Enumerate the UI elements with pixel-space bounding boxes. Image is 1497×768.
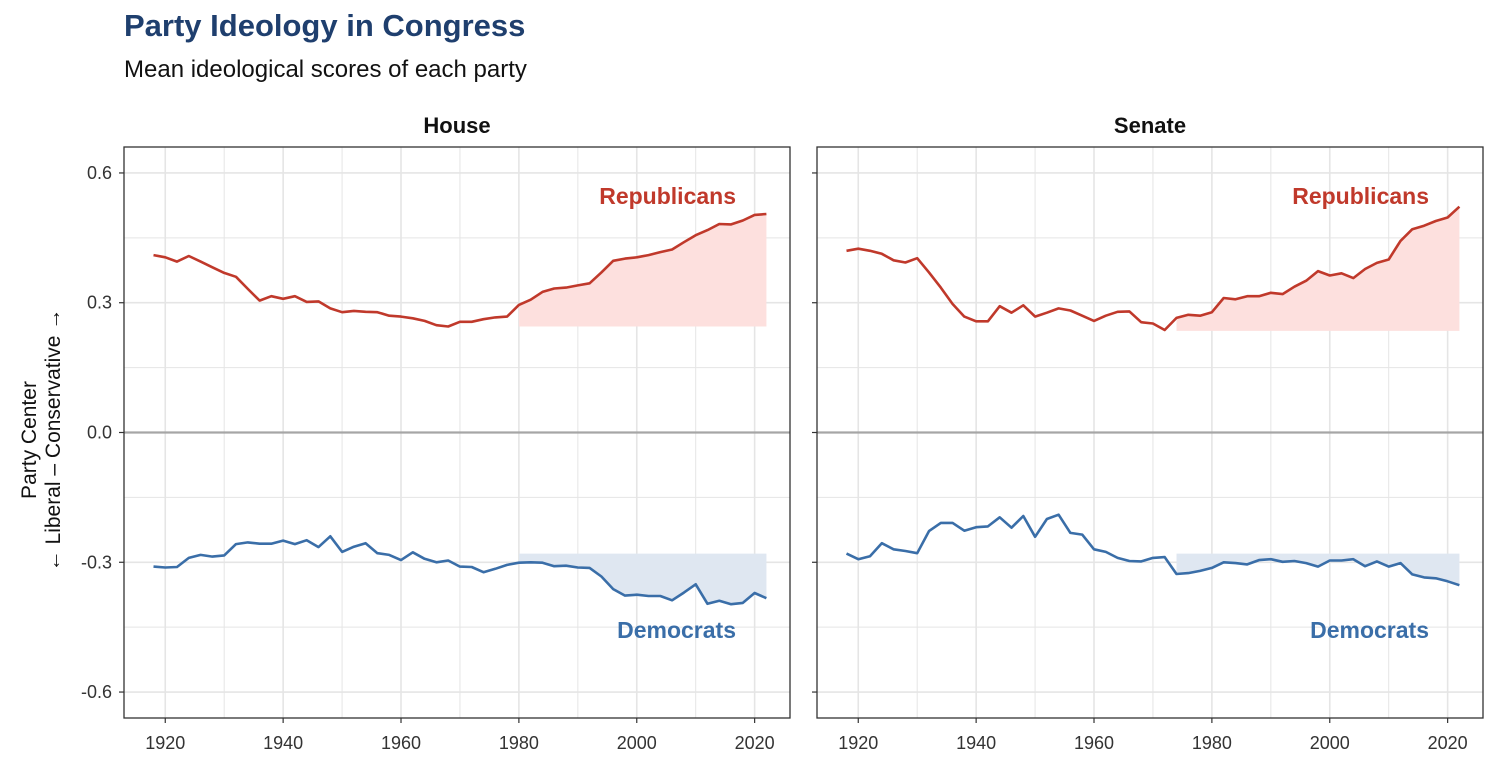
panel-senate-republican-fill-area [1176,206,1460,331]
panel-house-republicans-label: Republicans [599,183,736,209]
panel-senate-x-tick-label: 2020 [1428,733,1468,753]
panel-house-x-tick-label: 1960 [381,733,421,753]
panel-house-x-tick-label: 2020 [735,733,775,753]
panel-house-title: House [423,113,490,138]
panel-senate-republicans-label: Republicans [1292,183,1429,209]
y-axis-label-line2: ← Liberal – Conservative → [42,309,65,572]
panel-house-x-tick-label: 1940 [263,733,303,753]
panel-house-x-tick-label: 2000 [617,733,657,753]
panel-senate-democrat-fill-area [1176,553,1460,586]
panel-senate-republican-line [846,205,1461,332]
chart-subtitle: Mean ideological scores of each party [124,56,527,83]
panel-senate-title: Senate [1114,113,1186,138]
panel-senate-x-tick-label: 1940 [956,733,996,753]
panel-house-republican-line [153,212,767,328]
panel-house-y-tick-label: 0.3 [87,293,112,313]
panel-house-y-tick-label: -0.6 [81,682,112,702]
panel-senate-democrat-line [845,513,1460,587]
panel-house-republican-fill-area [518,214,767,327]
panel-senate-x-tick-label: 1980 [1192,733,1232,753]
panel-senate-x-tick-label: 1960 [1074,733,1114,753]
panel-house-y-tick-label: 0.0 [87,423,112,443]
panel-senate-x-tick-label: 1920 [838,733,878,753]
panel-house-democrats-label: Democrats [617,617,736,643]
panel-house-y-tick-label: 0.6 [87,163,112,183]
panel-senate-x-tick-label: 2000 [1310,733,1350,753]
panel-house-democrat-fill-area [518,553,767,605]
panel-house-x-tick-label: 1980 [499,733,539,753]
panel-house-democrat-line [153,535,767,606]
panel-senate-democrats-label: Democrats [1310,617,1429,643]
y-axis-label-line1: Party Center [18,381,41,499]
panel-house-x-tick-label: 1920 [145,733,185,753]
panel-house-y-tick-label: -0.3 [81,552,112,572]
chart-title: Party Ideology in Congress [124,8,526,43]
